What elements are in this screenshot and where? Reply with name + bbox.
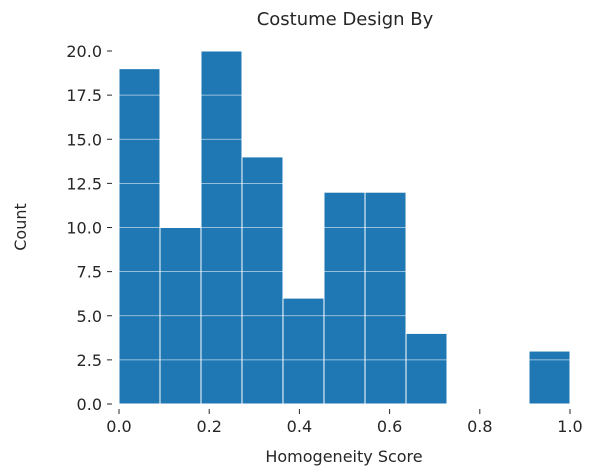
- y-tick-label-1: 2.5: [77, 351, 102, 370]
- x-axis-label: Homogeneity Score: [265, 447, 422, 466]
- x-tick-label-5: 1.0: [557, 417, 582, 436]
- x-tick-label-3: 0.6: [377, 417, 402, 436]
- y-tick-label-0: 0.0: [77, 395, 102, 414]
- histogram-bar-7: [405, 332, 448, 405]
- y-tick-label-4: 10.0: [66, 219, 102, 238]
- y-tick-label-3: 7.5: [77, 263, 102, 282]
- x-ticks-group: 0.0 0.2 0.4 0.6 0.8 1.0: [106, 409, 583, 436]
- y-tick-label-8: 20.0: [66, 42, 102, 61]
- y-tick-label-7: 17.5: [66, 86, 102, 105]
- histogram-bar-3: [241, 156, 284, 405]
- x-tick-label-4: 0.8: [467, 417, 492, 436]
- histogram-bar-4: [282, 297, 325, 405]
- histogram-bar-5: [323, 191, 366, 405]
- y-axis-label: Count: [11, 203, 30, 251]
- histogram-bar-6: [364, 191, 407, 405]
- y-tick-label-6: 15.0: [66, 130, 102, 149]
- x-tick-label-1: 0.2: [196, 417, 221, 436]
- y-tick-label-5: 12.5: [66, 174, 102, 193]
- y-ticks-group: 0.0 2.5 5.0 7.5 10.0 12.5 15.0 17.5 20.0: [66, 42, 112, 414]
- gridlines-group: [119, 50, 570, 361]
- histogram-bar-0: [118, 68, 161, 405]
- chart-title: Costume Design By: [257, 9, 434, 30]
- y-tick-label-2: 5.0: [77, 307, 102, 326]
- x-tick-label-0: 0.0: [106, 417, 131, 436]
- x-tick-label-2: 0.4: [287, 417, 312, 436]
- histogram-bar-10: [528, 350, 571, 405]
